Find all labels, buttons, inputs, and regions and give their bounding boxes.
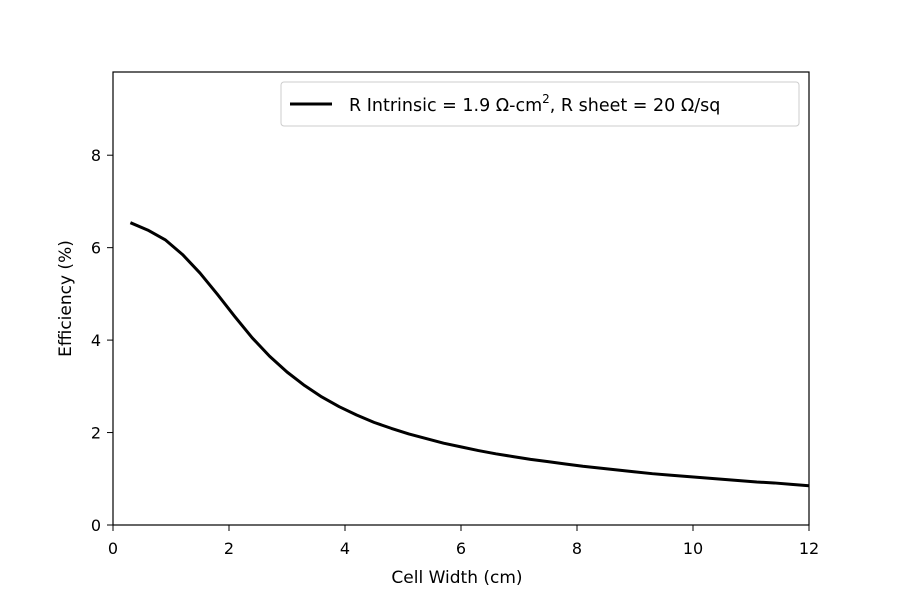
x-tick-label: 2 bbox=[224, 539, 234, 558]
y-axis-ticks: 0 2 4 6 8 bbox=[91, 146, 113, 535]
y-tick-label: 8 bbox=[91, 146, 101, 165]
x-tick-label: 0 bbox=[108, 539, 118, 558]
x-tick-label: 10 bbox=[683, 539, 703, 558]
x-tick-label: 6 bbox=[456, 539, 466, 558]
series-layer bbox=[129, 221, 810, 488]
legend-label-tail: , R sheet = 20 Ω/sq bbox=[550, 96, 721, 116]
y-tick-label: 2 bbox=[91, 424, 101, 443]
legend-box bbox=[280, 81, 800, 127]
y-tick-label: 4 bbox=[91, 331, 101, 350]
plot-area bbox=[113, 72, 809, 525]
legend-label: R Intrinsic = 1.9 Ω-cm2, R sheet = 20 Ω/… bbox=[349, 92, 720, 116]
x-tick-label: 8 bbox=[572, 539, 582, 558]
x-axis-ticks: 0 2 4 6 8 10 12 bbox=[108, 525, 819, 558]
x-tick-label: 12 bbox=[799, 539, 819, 558]
y-tick-label: 6 bbox=[91, 239, 101, 258]
efficiency-series-line bbox=[129, 221, 810, 488]
y-tick-label: 0 bbox=[91, 516, 101, 535]
x-axis-title: Cell Width (cm) bbox=[391, 568, 522, 588]
legend: R Intrinsic = 1.9 Ω-cm2, R sheet = 20 Ω/… bbox=[280, 81, 800, 127]
legend-label-superscript: 2 bbox=[542, 92, 550, 106]
y-axis-title: Efficiency (%) bbox=[56, 240, 76, 357]
plot-frame bbox=[112, 71, 810, 526]
x-tick-label: 4 bbox=[340, 539, 350, 558]
legend-label-main: R Intrinsic = 1.9 Ω-cm bbox=[349, 96, 542, 116]
